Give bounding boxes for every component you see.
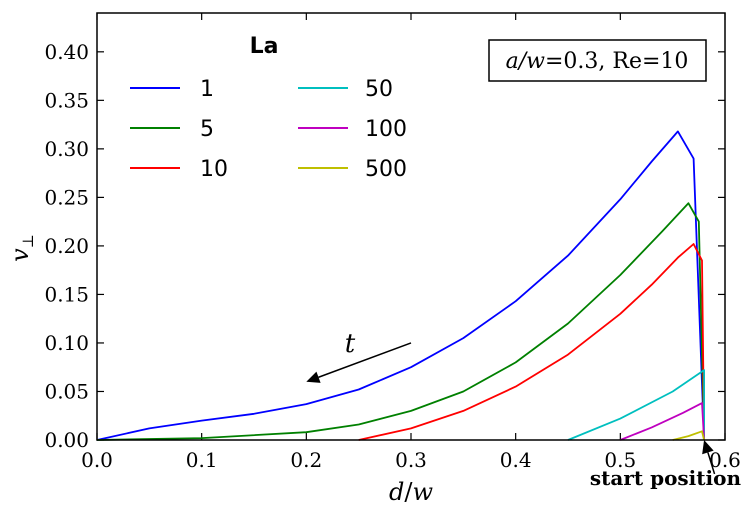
y-tick-label: 0.00 (44, 428, 89, 452)
legend-title: La (250, 34, 279, 59)
start-position-label: start position (590, 466, 742, 490)
y-tick-label: 0.15 (44, 282, 89, 306)
y-tick-label: 0.30 (44, 137, 89, 161)
series-line-la-1 (96, 130, 705, 441)
x-tick-label: 0.6 (709, 448, 741, 472)
legend-label-la-500: 500 (365, 157, 407, 182)
time-arrow-annotation: t (306, 329, 412, 383)
start-position-annotation: start position (590, 440, 742, 490)
params-box: a/w=0.3, Re=10 (488, 39, 707, 82)
x-tick-label: 0.0 (81, 448, 113, 472)
x-tick-label: 0.5 (604, 448, 636, 472)
time-arrowhead-icon (306, 371, 321, 383)
y-tick-label: 0.20 (44, 234, 89, 258)
x-axis-slash: / (404, 478, 413, 506)
legend-items: 1 5 10 50 100 500 (130, 77, 407, 182)
params-box-prefix: a/w (506, 49, 546, 74)
series-lines (96, 130, 705, 441)
series-line-la-50 (567, 369, 705, 441)
tick-labels: 0.0 0.1 0.2 0.3 0.4 0.5 0.6 0.00 0.05 0.10 0.15 0.2… (44, 40, 740, 472)
params-box-text: a/w=0.3, Re=10 (506, 49, 689, 74)
y-axis-var: v (6, 248, 34, 262)
y-tick-label: 0.40 (44, 40, 89, 64)
series-line-la-10 (358, 243, 705, 441)
legend-label-la-50: 50 (365, 77, 393, 102)
y-tick-label: 0.10 (44, 331, 89, 355)
series-line-la-5 (96, 202, 705, 441)
start-arrow-line (707, 452, 716, 475)
y-axis-sub: ⊥ (19, 234, 37, 248)
x-tick-label: 0.1 (186, 448, 218, 472)
x-axis-var: d (389, 478, 404, 506)
legend-label-la-1: 1 (200, 77, 214, 102)
x-tick-label: 0.4 (500, 448, 532, 472)
start-arrowhead-icon (702, 440, 714, 455)
params-box-suffix: =0.3, Re=10 (545, 49, 688, 74)
legend-label-la-10: 10 (200, 157, 228, 182)
series-line-la-500 (672, 430, 705, 441)
params-box-frame (488, 39, 707, 82)
y-tick-label: 0.35 (44, 88, 89, 112)
time-arrow-line (318, 342, 412, 378)
x-tick-label: 0.2 (290, 448, 322, 472)
x-axis-den: w (412, 478, 433, 506)
legend-label-la-100: 100 (365, 117, 407, 142)
legend-label-la-5: 5 (200, 117, 214, 142)
y-tick-label: 0.25 (44, 185, 89, 209)
time-arrow-label: t (345, 329, 356, 359)
x-tick-label: 0.3 (395, 448, 427, 472)
legend: La 1 5 10 50 100 500 (130, 34, 407, 182)
x-axis-label: d/w (389, 478, 433, 506)
y-tick-label: 0.05 (44, 379, 89, 403)
plot-frame (96, 12, 726, 441)
series-line-la-100 (619, 402, 705, 441)
y-axis-label: v⊥ (6, 234, 37, 262)
